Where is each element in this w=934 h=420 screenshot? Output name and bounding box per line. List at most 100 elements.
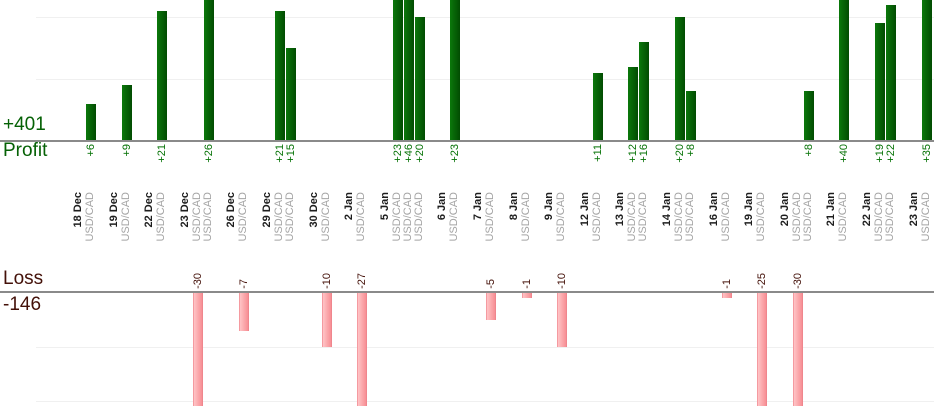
- date-label: 9 Jan: [543, 192, 556, 221]
- profit-axis-line: [0, 140, 934, 142]
- profit-bar: [886, 4, 896, 141]
- profit-gridline: [36, 17, 934, 18]
- loss-axis-line: [0, 291, 934, 293]
- profit-value-label: +15: [285, 144, 297, 163]
- loss-bar: [192, 293, 203, 406]
- symbol-label: USD/CAD: [390, 192, 403, 242]
- loss-bar: [757, 293, 768, 406]
- loss-value-label: -1: [520, 279, 533, 289]
- symbol-label: USD/CAD: [412, 192, 425, 242]
- profit-bar: [203, 0, 214, 141]
- profit-plot-area: [0, 0, 934, 141]
- symbol-label: USD/CAD: [237, 192, 250, 242]
- profit-bar: [286, 48, 296, 141]
- profit-bar: [675, 17, 685, 141]
- profit-value-label: +8: [802, 144, 815, 157]
- profit-bar: [414, 17, 425, 141]
- date-label: 20 Jan: [778, 192, 791, 227]
- loss-bar: [521, 293, 532, 299]
- symbol-label: USD/CAD: [484, 192, 496, 242]
- profit-value-label: +8: [685, 144, 697, 157]
- symbol-label: USD/CAD: [201, 192, 214, 242]
- profit-bar: [121, 85, 132, 141]
- loss-gridline: [36, 400, 934, 402]
- profit-bar: [157, 10, 168, 141]
- symbol-label: USD/CAD: [319, 192, 332, 242]
- loss-plot-area: [0, 293, 934, 406]
- symbol-label: USD/CAD: [884, 192, 896, 242]
- loss-bar: [792, 293, 803, 406]
- loss-value-label: -10: [320, 273, 333, 289]
- profit-axis-title: Profit: [3, 140, 48, 161]
- symbol-label: USD/CAD: [190, 192, 203, 242]
- profit-bar: [275, 10, 285, 141]
- profit-value-label: +23: [391, 144, 404, 163]
- profit-bar: [686, 91, 696, 141]
- date-label: 29 Dec: [261, 192, 273, 228]
- profit-value-label: +20: [413, 144, 426, 163]
- profit-bar: [839, 0, 850, 141]
- date-label: 6 Jan: [436, 192, 449, 221]
- loss-value-label: -10: [556, 273, 569, 289]
- symbol-label: USD/CAD: [519, 192, 532, 242]
- loss-bar: [239, 293, 250, 332]
- profit-bar: [628, 66, 639, 141]
- profit-value-label: +40: [838, 144, 851, 163]
- date-label: 5 Jan: [378, 192, 391, 221]
- loss-value-label: -1: [720, 279, 733, 289]
- date-label: 22 Jan: [861, 192, 873, 227]
- date-label: 23 Jan: [907, 192, 920, 227]
- symbol-label: USD/CAD: [401, 192, 414, 242]
- date-label: 30 Dec: [307, 192, 320, 228]
- loss-bar: [321, 293, 332, 348]
- profit-bar: [875, 23, 885, 141]
- symbol-label: USD/CAD: [719, 192, 732, 242]
- profit-bar: [803, 91, 814, 141]
- profit-value-label: +6: [85, 144, 97, 157]
- date-label: 22 Dec: [143, 192, 156, 228]
- profit-value-label: +23: [449, 144, 462, 163]
- loss-axis-title: Loss: [3, 268, 44, 289]
- profit-value-label: +11: [591, 144, 604, 162]
- symbol-label: USD/CAD: [590, 192, 603, 242]
- profit-bar: [86, 103, 96, 141]
- date-label: 12 Jan: [578, 192, 591, 227]
- date-label: 16 Jan: [707, 192, 720, 227]
- date-label: 14 Jan: [661, 192, 673, 227]
- symbol-label: USD/CAD: [684, 192, 696, 242]
- loss-bar: [357, 293, 368, 406]
- date-label: 19 Jan: [743, 192, 756, 227]
- symbol-label: USD/CAD: [919, 192, 932, 242]
- profit-value-label: +26: [202, 144, 215, 163]
- loss-total-label: -146: [3, 294, 42, 315]
- symbol-label: USD/CAD: [555, 192, 568, 242]
- profit-bar: [403, 0, 414, 141]
- date-label: 18 Dec: [72, 192, 84, 228]
- date-label: 2 Jan: [343, 192, 356, 221]
- loss-value-label: -7: [238, 279, 251, 289]
- symbol-label: USD/CAD: [448, 192, 461, 242]
- date-label: 23 Dec: [178, 192, 191, 228]
- loss-value-label: -27: [356, 273, 369, 289]
- profit-value-label: +9: [120, 144, 133, 157]
- profit-value-label: +35: [920, 144, 933, 163]
- profit-value-label: +46: [402, 144, 415, 163]
- loss-bar: [721, 293, 732, 299]
- symbol-label: USD/CAD: [155, 192, 168, 242]
- date-label: 26 Dec: [225, 192, 238, 228]
- profit-bar: [639, 41, 650, 141]
- profit-total-label: +401: [3, 114, 46, 135]
- loss-value-label: -5: [485, 279, 497, 289]
- date-label: 19 Dec: [107, 192, 120, 228]
- symbol-label: USD/CAD: [837, 192, 850, 242]
- symbol-label: USD/CAD: [355, 192, 368, 242]
- symbol-label: USD/CAD: [284, 192, 296, 242]
- profit-bar: [450, 0, 461, 141]
- profit-value-label: +21: [156, 144, 169, 163]
- date-label: 21 Jan: [825, 192, 838, 227]
- loss-value-label: -30: [191, 273, 204, 289]
- symbol-label: USD/CAD: [755, 192, 768, 242]
- symbol-label: USD/CAD: [637, 192, 650, 242]
- profit-gridline: [36, 79, 934, 80]
